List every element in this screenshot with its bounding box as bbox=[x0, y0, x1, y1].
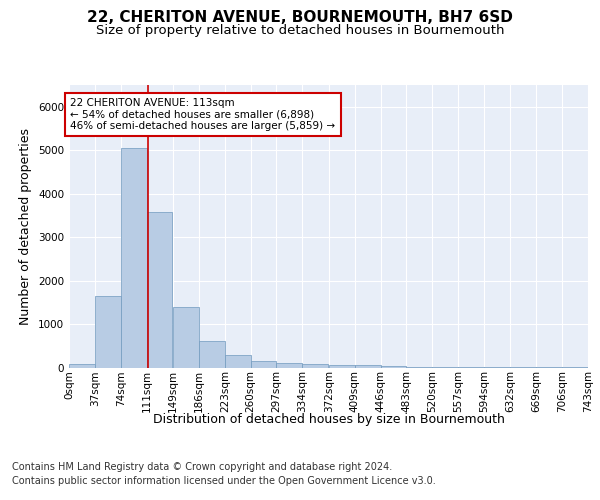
Bar bbox=[146, 212, 172, 368]
Text: Distribution of detached houses by size in Bournemouth: Distribution of detached houses by size … bbox=[153, 412, 505, 426]
Bar bbox=[225, 355, 251, 368]
Bar bbox=[95, 296, 121, 368]
Y-axis label: Number of detached properties: Number of detached properties bbox=[19, 128, 32, 325]
Bar bbox=[199, 341, 225, 367]
Bar bbox=[69, 364, 95, 368]
Bar bbox=[121, 148, 146, 368]
Bar bbox=[251, 361, 277, 368]
Bar bbox=[355, 365, 380, 368]
Bar bbox=[302, 364, 328, 368]
Text: Size of property relative to detached houses in Bournemouth: Size of property relative to detached ho… bbox=[96, 24, 504, 37]
Text: 22 CHERITON AVENUE: 113sqm
← 54% of detached houses are smaller (6,898)
46% of s: 22 CHERITON AVENUE: 113sqm ← 54% of deta… bbox=[70, 98, 335, 131]
Text: Contains HM Land Registry data © Crown copyright and database right 2024.: Contains HM Land Registry data © Crown c… bbox=[12, 462, 392, 472]
Text: Contains public sector information licensed under the Open Government Licence v3: Contains public sector information licen… bbox=[12, 476, 436, 486]
Bar bbox=[173, 307, 199, 368]
Bar bbox=[329, 365, 355, 368]
Bar bbox=[277, 362, 302, 368]
Bar bbox=[380, 366, 406, 368]
Text: 22, CHERITON AVENUE, BOURNEMOUTH, BH7 6SD: 22, CHERITON AVENUE, BOURNEMOUTH, BH7 6S… bbox=[87, 10, 513, 25]
